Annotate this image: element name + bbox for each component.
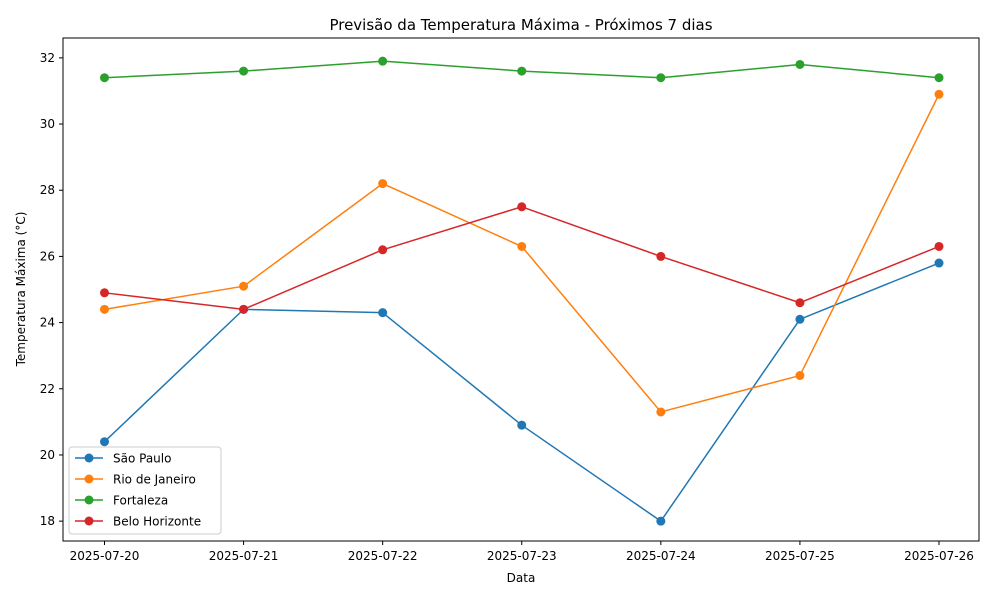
series-line: [104, 93, 940, 413]
data-point: [517, 420, 527, 430]
y-tick-label: 18: [40, 514, 55, 528]
x-tick-label: 2025-07-20: [70, 549, 140, 563]
y-tick-label: 20: [40, 448, 55, 462]
series-line: [103, 262, 940, 522]
series-0: [100, 258, 944, 526]
x-tick-label: 2025-07-22: [348, 549, 418, 563]
legend-marker: [84, 474, 94, 484]
y-tick-label: 24: [40, 316, 55, 330]
data-point: [100, 437, 109, 447]
data-point: [656, 251, 666, 261]
data-point: [100, 288, 109, 298]
legend-marker: [84, 453, 94, 463]
legend-box: [68, 446, 222, 535]
data-point: [378, 179, 388, 189]
data-point: [795, 59, 805, 69]
legend-label: Belo Horizonte: [113, 515, 201, 529]
x-tick-label: 2025-07-23: [487, 549, 557, 563]
y-tick-label: 30: [40, 117, 55, 131]
x-axis-label: Data: [507, 571, 536, 585]
data-point: [795, 298, 805, 308]
data-point: [656, 73, 666, 83]
series-3: [100, 202, 944, 314]
series-line: [104, 206, 940, 311]
x-tick-label: 2025-07-24: [626, 549, 696, 563]
data-point: [239, 281, 249, 291]
data-point: [517, 202, 527, 212]
data-point: [795, 371, 805, 381]
data-point: [378, 308, 388, 318]
axes: [62, 37, 980, 542]
legend: São Paulo Rio de Janeiro Fortaleza Belo Hor…: [68, 446, 222, 535]
x-tick-label: 2025-07-26: [904, 549, 974, 563]
legend-marker: [84, 516, 94, 526]
y-tick-label: 22: [40, 382, 55, 396]
series-lines: [100, 56, 944, 526]
legend-label: São Paulo: [113, 452, 171, 466]
data-point: [795, 314, 805, 324]
data-point: [517, 241, 527, 251]
series-1: [100, 89, 944, 417]
series-2: [100, 56, 944, 83]
legend-label: Fortaleza: [113, 494, 168, 508]
y-tick-label: 32: [40, 51, 55, 65]
data-point: [517, 66, 527, 76]
plot-frame: [62, 37, 980, 542]
data-point: [934, 89, 944, 99]
y-axis: 18 20 22 24 26 28 30 32: [40, 51, 63, 528]
data-point: [378, 245, 388, 255]
data-point: [934, 73, 944, 83]
y-tick-label: 26: [40, 249, 55, 263]
data-point: [378, 56, 388, 66]
y-axis-label: Temperatura Máxima (°C): [14, 212, 28, 368]
data-point: [656, 516, 666, 526]
data-point: [656, 407, 666, 417]
data-point: [934, 241, 944, 251]
data-point: [239, 304, 249, 314]
data-point: [100, 304, 109, 314]
y-tick-label: 28: [40, 183, 55, 197]
legend-marker: [84, 495, 94, 505]
x-tick-label: 2025-07-21: [209, 549, 279, 563]
data-point: [100, 73, 109, 83]
data-point: [239, 66, 249, 76]
data-point: [934, 258, 944, 268]
x-tick-label: 2025-07-25: [765, 549, 835, 563]
legend-label: Rio de Janeiro: [113, 473, 196, 487]
x-axis: 2025-07-20 2025-07-21 2025-07-22 2025-07-23…: [70, 541, 974, 563]
chart-title: Previsão da Temperatura Máxima - Próximo…: [329, 16, 712, 34]
